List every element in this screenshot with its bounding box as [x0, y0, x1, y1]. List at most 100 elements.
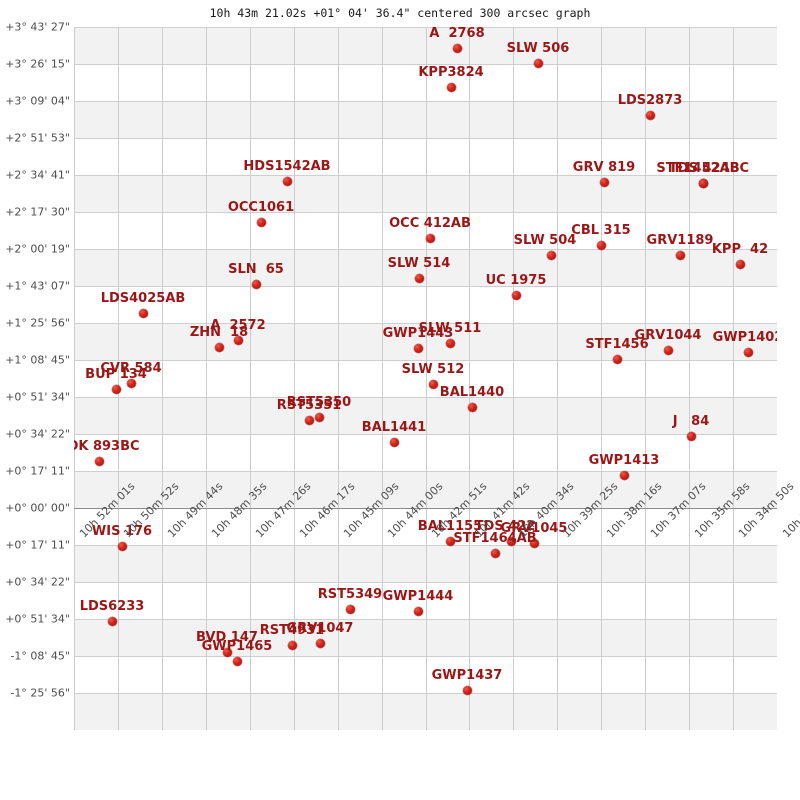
star-point[interactable]: [314, 412, 324, 422]
star-point[interactable]: [232, 656, 242, 666]
gridline-horizontal: [74, 212, 777, 213]
star-label: RST5350: [286, 395, 352, 410]
star-label: GWP1402: [712, 330, 777, 345]
star-point[interactable]: [645, 110, 655, 120]
y-axis-tick-label: +0° 51' 34": [5, 612, 70, 626]
star-point[interactable]: [414, 273, 424, 283]
star-point[interactable]: [675, 250, 685, 260]
star-label: GWP1444: [382, 589, 454, 604]
star-label: SLN 65: [228, 262, 284, 277]
star-point[interactable]: [413, 606, 423, 616]
star-point[interactable]: [599, 177, 609, 187]
star-point[interactable]: [596, 240, 606, 250]
y-axis-tick-label: +2° 17' 30": [5, 205, 70, 219]
star-point[interactable]: [282, 176, 292, 186]
star-point[interactable]: [428, 379, 438, 389]
page-title: 10h 43m 21.02s +01° 04' 36.4" centered 3…: [209, 6, 591, 20]
plot-area[interactable]: A 2768 SLW 506 KPP3824 LDS2873 HDS1542AB GRV …: [74, 27, 777, 730]
star-point[interactable]: [698, 178, 708, 188]
star-point[interactable]: [533, 58, 543, 68]
row-band: [74, 471, 777, 508]
star-point[interactable]: [233, 335, 243, 345]
star-point[interactable]: [256, 217, 266, 227]
star-point[interactable]: [251, 279, 261, 289]
star-point[interactable]: [686, 431, 696, 441]
star-point[interactable]: [619, 470, 629, 480]
star-point[interactable]: [546, 250, 556, 260]
star-point[interactable]: [138, 308, 148, 318]
star-label: RST5349: [317, 587, 383, 602]
gridline-horizontal: [74, 508, 777, 509]
gridline-horizontal: [74, 101, 777, 102]
star-label: GWP1443: [382, 326, 454, 341]
gridline-vertical: [338, 27, 339, 730]
star-label: RST4931: [259, 623, 325, 638]
star-label: STF1464AB: [453, 531, 537, 546]
star-point[interactable]: [511, 290, 521, 300]
y-axis-tick-label: +1° 08' 45": [5, 353, 70, 367]
star-label: UC 1975: [485, 273, 547, 288]
star-point[interactable]: [117, 541, 127, 551]
star-point[interactable]: [467, 402, 477, 412]
star-point[interactable]: [425, 233, 435, 243]
y-axis-tick-label: +2° 51' 53": [5, 131, 70, 145]
y-axis-tick-label: +0° 51' 34": [5, 390, 70, 404]
star-point[interactable]: [462, 685, 472, 695]
star-point[interactable]: [529, 538, 539, 548]
star-point[interactable]: [287, 640, 297, 650]
star-label: GRV1045: [500, 521, 568, 536]
star-point[interactable]: [94, 456, 104, 466]
y-axis-tick-label: -1° 08' 45": [10, 649, 70, 663]
star-point[interactable]: [389, 437, 399, 447]
star-label: KPP 42: [711, 242, 769, 257]
x-axis-labels: 10h 52m 01s 10h 50m 52s 10h 49m 44s 10h 48m…: [74, 480, 800, 621]
star-point[interactable]: [446, 82, 456, 92]
star-label: A 2572: [210, 318, 266, 333]
gridline-horizontal: [74, 619, 777, 620]
star-label: LDS6233: [79, 599, 145, 614]
star-point[interactable]: [735, 259, 745, 269]
y-axis-tick-label: +0° 17' 11": [5, 538, 70, 552]
star-point[interactable]: [107, 616, 117, 626]
gridline-horizontal: [74, 360, 777, 361]
star-point[interactable]: [452, 43, 462, 53]
gridline-horizontal: [74, 175, 777, 176]
star-label: CBL 315: [571, 223, 631, 238]
star-point[interactable]: [445, 338, 455, 348]
gridline-horizontal: [74, 656, 777, 657]
star-point[interactable]: [126, 378, 136, 388]
star-point[interactable]: [315, 638, 325, 648]
y-axis-tick-label: +1° 43' 07": [5, 279, 70, 293]
y-axis-tick-label: +0° 17' 11": [5, 464, 70, 478]
row-band: [74, 693, 777, 730]
star-label: WIS 176: [91, 524, 153, 539]
star-point[interactable]: [214, 342, 224, 352]
gridline-vertical: [74, 27, 75, 730]
star-point[interactable]: [445, 536, 455, 546]
star-point[interactable]: [413, 343, 423, 353]
gridline-horizontal: [74, 693, 777, 694]
star-point[interactable]: [111, 384, 121, 394]
gridline-horizontal: [74, 138, 777, 139]
y-axis-tick-label: +3° 43' 27": [5, 20, 70, 34]
star-point[interactable]: [663, 345, 673, 355]
star-label: J 84: [672, 414, 710, 429]
row-band: [74, 175, 777, 212]
star-point[interactable]: [222, 647, 232, 657]
gridline-vertical: [645, 27, 646, 730]
star-label: BAL1441: [361, 420, 427, 435]
y-axis-tick-label: +3° 09' 04": [5, 94, 70, 108]
star-point[interactable]: [743, 347, 753, 357]
star-label: GRV 819: [572, 160, 636, 175]
y-axis-tick-label: +0° 00' 00": [5, 501, 70, 515]
gridline-vertical: [206, 27, 207, 730]
star-point[interactable]: [345, 604, 355, 614]
star-point[interactable]: [612, 354, 622, 364]
star-point[interactable]: [506, 536, 516, 546]
star-point[interactable]: [490, 548, 500, 558]
y-axis-tick-label: +3° 26' 15": [5, 57, 70, 71]
gridline-vertical: [382, 27, 383, 730]
gridline-horizontal: [74, 27, 777, 28]
star-point[interactable]: [304, 415, 314, 425]
star-label: GRV1189: [646, 233, 714, 248]
